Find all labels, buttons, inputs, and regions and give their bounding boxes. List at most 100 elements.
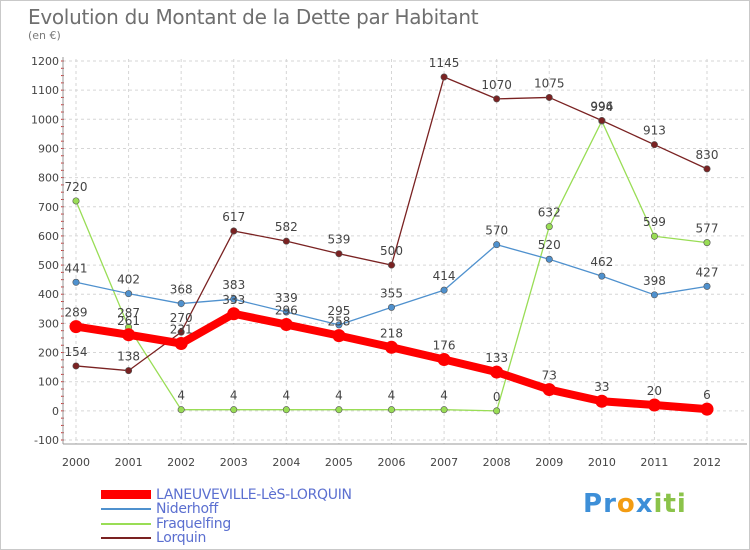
data-point	[177, 328, 185, 336]
data-point	[647, 398, 661, 412]
data-point	[332, 329, 346, 343]
data-point	[174, 337, 188, 351]
data-label: 1145	[429, 56, 460, 70]
data-point	[650, 232, 658, 240]
data-label: 333	[222, 293, 245, 307]
logo-letter: t	[663, 489, 677, 519]
data-point	[440, 73, 448, 81]
data-label: 520	[538, 238, 561, 252]
y-tick-label: 100	[38, 376, 59, 389]
y-tick-label: 400	[38, 288, 59, 301]
legend-label: Niderhoff	[156, 500, 218, 517]
data-label: 261	[117, 314, 140, 328]
data-point	[282, 308, 290, 316]
y-tick-label: 0	[52, 405, 59, 418]
y-tick-label: 200	[38, 347, 59, 360]
legend-item-laneuveville: LANEUVEVILLE-LèS-LORQUIN	[101, 486, 352, 503]
data-point	[72, 362, 80, 370]
unit-label: (en €)	[28, 29, 61, 42]
logo-letter: r	[603, 489, 617, 519]
data-point	[279, 318, 293, 332]
data-label: 4	[388, 389, 396, 403]
y-tick-label: 300	[38, 317, 59, 330]
data-label: 4	[230, 389, 238, 403]
data-point	[177, 300, 185, 308]
data-point	[125, 367, 133, 375]
data-label: 994	[590, 100, 613, 114]
legend-item-lorquin: Lorquin	[101, 529, 207, 546]
data-label: 582	[275, 220, 298, 234]
data-label: 1070	[481, 78, 512, 92]
data-label: 20	[647, 384, 662, 398]
y-tick-label: 600	[38, 230, 59, 243]
data-label: 4	[440, 389, 448, 403]
data-point	[385, 340, 398, 354]
data-label: 720	[65, 180, 88, 194]
data-label: 402	[117, 273, 140, 287]
legend-swatch	[101, 490, 151, 499]
legend-label: Fraquelfing	[156, 515, 231, 532]
data-point	[650, 291, 658, 299]
legend-swatch	[101, 536, 151, 539]
data-label: 73	[542, 369, 557, 383]
legend-label: Lorquin	[156, 529, 207, 546]
y-tick-label: 1000	[31, 113, 59, 126]
data-label: 398	[643, 274, 666, 288]
data-label: 1075	[534, 76, 565, 90]
data-point	[493, 241, 501, 249]
x-tick-label: 2010	[588, 456, 616, 469]
data-point	[72, 278, 80, 286]
y-tick-label: 900	[38, 142, 59, 155]
y-tick-label: 500	[38, 259, 59, 272]
data-label: 296	[275, 304, 298, 318]
data-point	[545, 93, 553, 101]
data-point	[703, 239, 711, 247]
data-point	[387, 406, 395, 414]
data-point	[230, 406, 238, 414]
data-point	[122, 328, 136, 342]
data-point	[545, 255, 553, 263]
data-label: 383	[222, 278, 245, 292]
data-label: 996	[590, 99, 613, 113]
y-tick-label: 800	[38, 172, 59, 185]
x-tick-label: 2005	[325, 456, 353, 469]
data-point	[650, 141, 658, 149]
data-label: 4	[283, 389, 291, 403]
legend-swatch	[101, 507, 151, 510]
x-tick-label: 2006	[378, 456, 406, 469]
data-point	[595, 394, 609, 408]
data-point	[69, 320, 83, 334]
x-tick-label: 2008	[483, 456, 511, 469]
data-label: 500	[380, 244, 403, 258]
data-point	[440, 286, 448, 294]
data-point	[703, 282, 711, 290]
x-tick-label: 2000	[62, 456, 90, 469]
data-point	[598, 116, 606, 124]
data-label: 138	[117, 350, 140, 364]
legend-label: LANEUVEVILLE-LèS-LORQUIN	[156, 486, 352, 503]
data-point	[493, 95, 501, 103]
logo-letter: i	[653, 489, 664, 519]
x-tick-label: 2001	[115, 456, 143, 469]
data-label: 258	[327, 315, 350, 329]
data-label: 287	[117, 306, 140, 320]
x-tick-label: 2003	[220, 456, 248, 469]
data-point	[387, 261, 395, 269]
x-tick-label: 2007	[430, 456, 458, 469]
data-label: 355	[380, 286, 403, 300]
data-label: 133	[485, 351, 508, 365]
data-point	[282, 406, 290, 414]
data-label: 632	[538, 206, 561, 220]
data-point	[227, 307, 241, 321]
data-point	[700, 402, 714, 416]
data-point	[335, 250, 343, 258]
data-label: 339	[275, 291, 298, 305]
data-label: 913	[643, 124, 666, 138]
data-label: 570	[485, 224, 508, 238]
plot-area	[61, 59, 747, 442]
data-point	[490, 365, 504, 379]
data-point	[282, 237, 290, 245]
data-label: 441	[65, 261, 88, 275]
data-label: 830	[696, 148, 719, 162]
